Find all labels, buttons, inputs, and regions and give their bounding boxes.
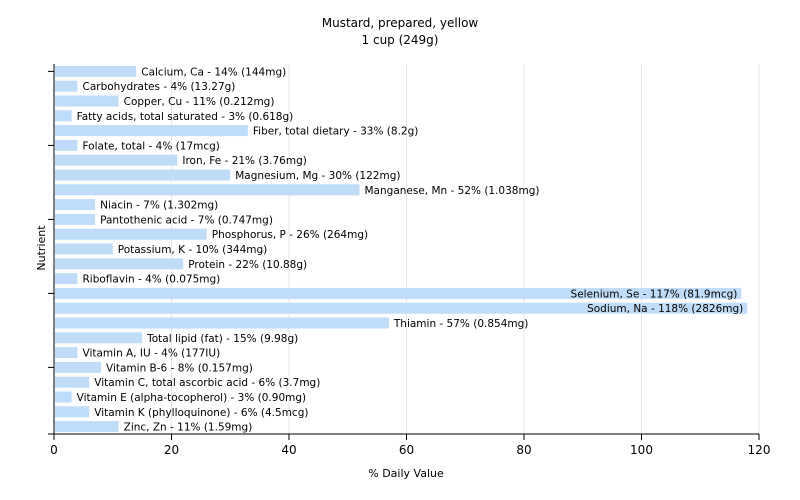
x-tick-label: 0 — [50, 443, 58, 457]
bar-data-label: Potassium, K - 10% (344mg) — [118, 244, 268, 256]
bar — [55, 287, 742, 299]
x-tick-label: 60 — [399, 443, 414, 457]
bar-data-label: Magnesium, Mg - 30% (122mg) — [235, 170, 400, 182]
bar — [55, 199, 96, 211]
bar — [55, 110, 72, 122]
bar-data-label: Fatty acids, total saturated - 3% (0.618… — [77, 111, 294, 123]
chart-subtitle: 1 cup (249g) — [362, 33, 439, 47]
bar — [55, 332, 143, 344]
bar-data-label: Folate, total - 4% (17mcg) — [83, 140, 220, 152]
bar — [55, 421, 119, 433]
bar — [55, 213, 96, 225]
bar — [55, 184, 360, 196]
bar — [55, 347, 78, 359]
bar-data-label: Selenium, Se - 117% (81.9mcg) — [571, 288, 738, 300]
bar — [55, 154, 178, 166]
bar-data-label: Manganese, Mn - 52% (1.038mg) — [365, 185, 540, 197]
bar — [55, 406, 90, 418]
bar-data-label: Fiber, total dietary - 33% (8.2g) — [253, 126, 418, 138]
bar-data-label: Copper, Cu - 11% (0.212mg) — [124, 96, 275, 108]
bar — [55, 169, 231, 181]
bar-data-label: Vitamin E (alpha-tocopherol) - 3% (0.90m… — [77, 392, 307, 404]
bar-data-label: Phosphorus, P - 26% (264mg) — [212, 229, 368, 241]
bar — [55, 391, 72, 403]
bar — [55, 317, 389, 329]
bar-data-label: Pantothenic acid - 7% (0.747mg) — [100, 214, 273, 226]
axes: 0 20 40 60 80 100 120 — [48, 64, 770, 457]
bar-data-label: Protein - 22% (10.88g) — [188, 259, 307, 271]
bar — [55, 65, 137, 77]
bar-data-label: Iron, Fe - 21% (3.76mg) — [182, 155, 306, 167]
bar-data-label: Niacin - 7% (1.302mg) — [100, 200, 218, 212]
x-tick-label: 100 — [630, 443, 653, 457]
bar — [55, 125, 248, 137]
bar-data-label: Vitamin K (phylloquinone) - 6% (4.5mcg) — [94, 407, 308, 419]
bar — [55, 228, 207, 240]
chart-title: Mustard, prepared, yellow — [322, 16, 479, 30]
bar — [55, 243, 113, 255]
bar-data-label: Riboflavin - 4% (0.075mg) — [83, 274, 221, 286]
x-tick-label: 40 — [281, 443, 296, 457]
bar-data-label: Thiamin - 57% (0.854mg) — [393, 318, 529, 330]
bars: Calcium, Ca - 14% (144mg) Carbohydrates -… — [55, 65, 748, 434]
x-tick-label: 80 — [516, 443, 531, 457]
bar-data-label: Calcium, Ca - 14% (144mg) — [141, 66, 286, 78]
bar-data-label: Vitamin C, total ascorbic acid - 6% (3.7… — [94, 377, 320, 389]
bar-data-label: Total lipid (fat) - 15% (9.98g) — [146, 333, 298, 345]
bar-data-label: Vitamin B-6 - 8% (0.157mg) — [106, 362, 253, 374]
bar — [55, 139, 78, 151]
x-tick-label: 20 — [164, 443, 179, 457]
x-axis-title: % Daily Value — [368, 467, 444, 480]
bar-data-label: Vitamin A, IU - 4% (177IU) — [83, 348, 221, 360]
bar-data-label: Zinc, Zn - 11% (1.59mg) — [124, 422, 253, 434]
y-axis-title: Nutrient — [35, 225, 48, 271]
bar — [55, 302, 748, 314]
bar — [55, 361, 101, 373]
bar-data-label: Carbohydrates - 4% (13.27g) — [83, 81, 236, 93]
bar-data-label: Sodium, Na - 118% (2826mg) — [587, 303, 743, 315]
bar — [55, 95, 119, 107]
bar — [55, 376, 90, 388]
bar — [55, 80, 78, 92]
bar — [55, 258, 184, 270]
x-tick-label: 120 — [748, 443, 771, 457]
bar — [55, 273, 78, 285]
